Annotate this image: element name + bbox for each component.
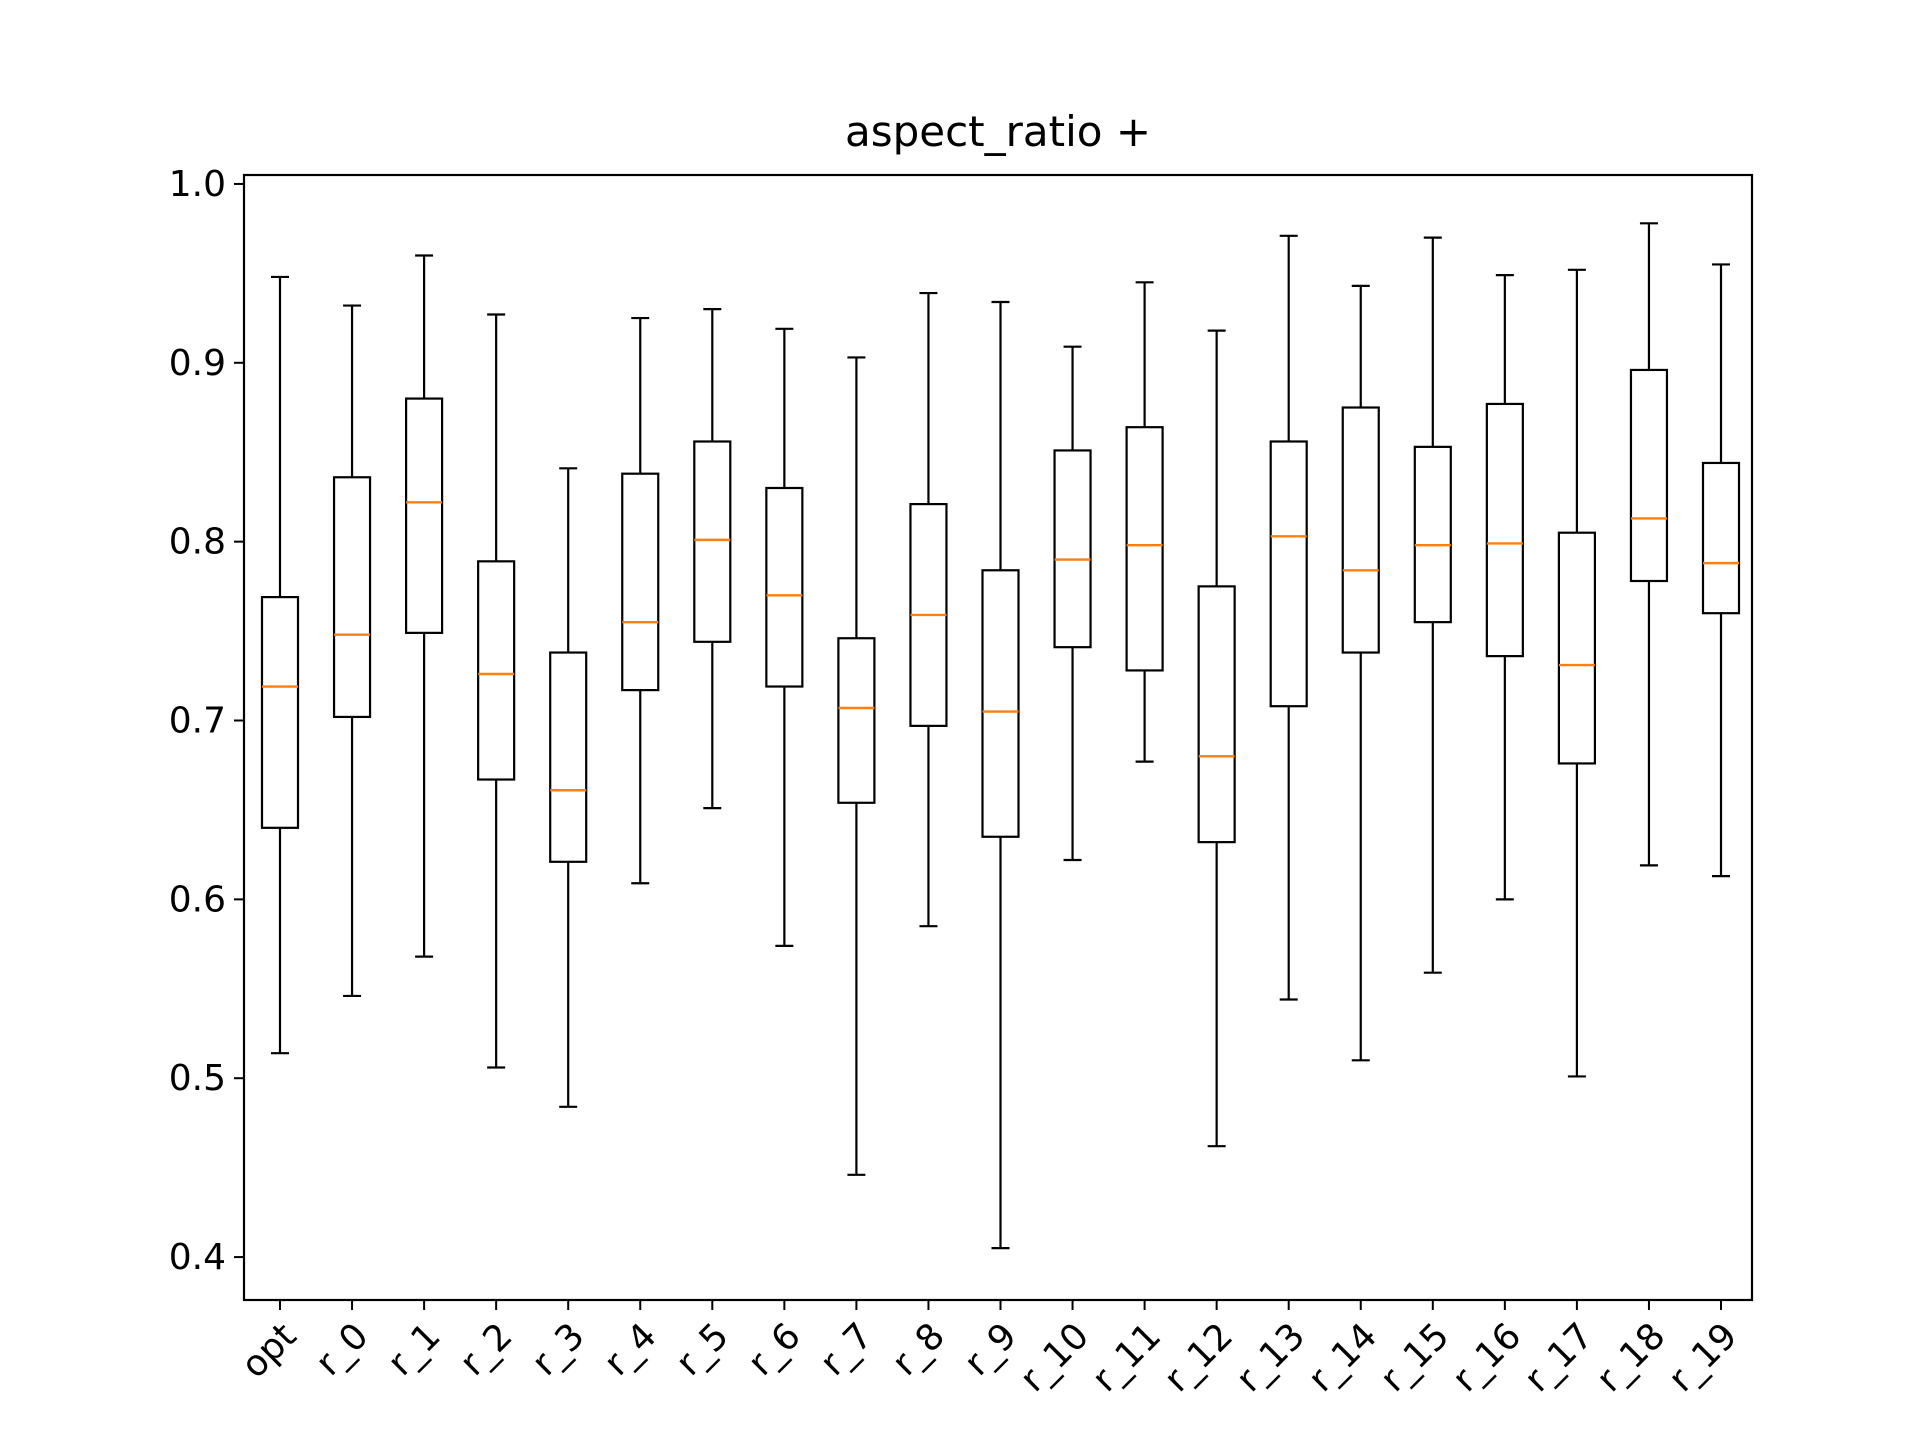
box-iqr xyxy=(1053,449,1092,649)
box-r_7 xyxy=(837,356,876,1176)
box-iqr xyxy=(837,637,876,804)
box-r_6 xyxy=(765,327,804,947)
box-r_16 xyxy=(1485,274,1524,901)
y-tick-label: 0.6 xyxy=(169,879,226,920)
box-r_1 xyxy=(405,254,444,958)
y-tick-label: 1.0 xyxy=(169,164,226,205)
box-iqr xyxy=(621,472,660,692)
box-r_3 xyxy=(549,467,588,1108)
box-r_19 xyxy=(1701,263,1741,878)
box-iqr xyxy=(1197,585,1236,844)
box-r_12 xyxy=(1197,329,1236,1148)
y-tick-label: 0.5 xyxy=(169,1058,226,1099)
box-iqr xyxy=(477,560,516,781)
box-r_8 xyxy=(909,291,948,928)
box-iqr xyxy=(1485,402,1524,658)
box-series xyxy=(260,222,1741,1250)
box-iqr xyxy=(1557,531,1597,765)
box-iqr xyxy=(1629,368,1669,583)
box-iqr xyxy=(765,486,804,688)
box-r_9 xyxy=(981,300,1020,1250)
box-iqr xyxy=(1413,445,1452,624)
box-r_5 xyxy=(693,308,732,810)
box-r_10 xyxy=(1053,345,1092,862)
box-iqr xyxy=(1341,406,1380,654)
y-axis: 0.4 0.5 0.6 0.7 0.8 0.9 1.0 xyxy=(169,164,244,1278)
box-opt xyxy=(260,275,300,1055)
box-r_13 xyxy=(1269,234,1308,1001)
y-tick-label: 0.9 xyxy=(169,343,226,384)
y-tick-label: 0.7 xyxy=(169,701,226,742)
box-iqr xyxy=(1125,426,1164,672)
box-iqr xyxy=(693,440,732,643)
box-r_0 xyxy=(332,304,372,998)
box-r_11 xyxy=(1125,281,1164,763)
box-iqr xyxy=(549,651,588,863)
chart-title: aspect_ratio + xyxy=(845,107,1151,156)
y-tick-label: 0.8 xyxy=(169,522,226,563)
box-iqr xyxy=(405,397,444,634)
box-iqr xyxy=(981,569,1020,838)
box-iqr xyxy=(1269,440,1308,708)
box-r_18 xyxy=(1629,222,1669,867)
box-iqr xyxy=(1701,461,1741,615)
box-r_17 xyxy=(1557,268,1597,1078)
box-r_14 xyxy=(1341,284,1380,1062)
box-r_4 xyxy=(621,316,660,885)
box-r_2 xyxy=(477,313,516,1069)
box-iqr xyxy=(260,595,300,829)
plot-frame xyxy=(242,173,1754,1302)
box-iqr xyxy=(332,476,372,719)
box-r_15 xyxy=(1413,236,1452,974)
y-tick-label: 0.4 xyxy=(169,1237,226,1278)
